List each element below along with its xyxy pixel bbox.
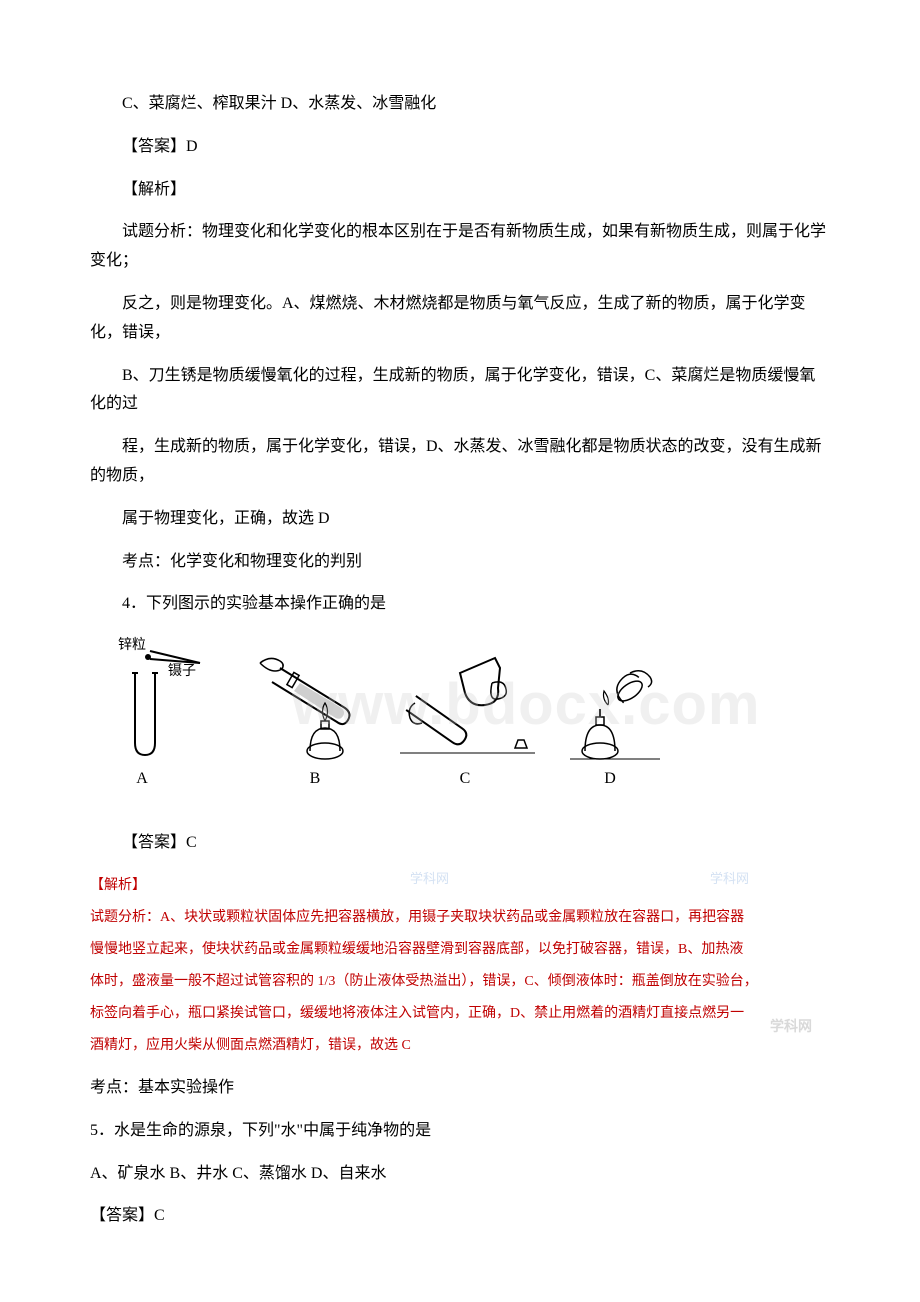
panel-d-label: D [604, 770, 616, 787]
analysis-body: 反之，则是物理变化。A、煤燃烧、木材燃烧都是物质与氧气反应，生成了新的物质，属于… [90, 290, 830, 348]
analysis-body: 属于物理变化，正确，故选 D [90, 505, 830, 534]
question-5-options: A、矿泉水 B、井水 C、蒸馏水 D、自来水 [90, 1160, 830, 1189]
red-title: 【解析】 [90, 872, 830, 900]
analysis-body: 试题分析：物理变化和化学变化的根本区别在于是否有新物质生成，如果有新物质生成，则… [90, 218, 830, 276]
figure-svg: 锌粒 镊子 A [90, 633, 690, 803]
panel-c-label: C [460, 770, 471, 787]
panel-a: 锌粒 镊子 A [118, 637, 200, 787]
analysis-body: 程，生成新的物质，属于化学变化，错误，D、水蒸发、冰雪融化都是物质状态的改变，没… [90, 433, 830, 491]
zinc-label: 锌粒 [118, 637, 146, 653]
tweezers-label: 镊子 [168, 663, 196, 679]
answer-label-3: 【答案】C [90, 1202, 830, 1231]
red-analysis-block: 学科网 学科网 学科网 【解析】 试题分析：A、块状或颗粒状固体应先把容器横放，… [90, 872, 830, 1060]
answer-label-2: 【答案】C [90, 829, 830, 858]
panel-b: B [260, 659, 349, 788]
question-5: 5．水是生命的源泉，下列"水"中属于纯净物的是 [90, 1117, 830, 1146]
red-line: 酒精灯，应用火柴从侧面点燃酒精灯，错误，故选 C [90, 1032, 830, 1060]
red-line: 标签向着手心，瓶口紧挨试管口，缓缓地将液体注入试管内，正确，D、禁止用燃着的酒精… [90, 1000, 830, 1028]
answer-label: 【答案】D [90, 133, 830, 162]
kaodian-label: 考点：化学变化和物理变化的判别 [90, 548, 830, 577]
experiment-figure: www.bdocx.com 锌粒 镊子 A [90, 633, 830, 803]
document-page: C、菜腐烂、榨取果汁 D、水蒸发、冰雪融化 【答案】D 【解析】 试题分析：物理… [0, 0, 920, 1302]
panel-d: D [570, 670, 660, 787]
analysis-label: 【解析】 [90, 176, 830, 205]
analysis-body: B、刀生锈是物质缓慢氧化的过程，生成新的物质，属于化学变化，错误，C、菜腐烂是物… [90, 362, 830, 420]
panel-a-label: A [136, 770, 148, 787]
panel-c: C [400, 658, 535, 787]
red-line: 慢慢地竖立起来，使块状药品或金属颗粒缓缓地沿容器壁滑到容器底部，以免打破容器，错… [90, 936, 830, 964]
red-line: 试题分析：A、块状或颗粒状固体应先把容器横放，用镊子夹取块状药品或金属颗粒放在容… [90, 904, 830, 932]
red-line: 体时，盛液量一般不超过试管容积的 1/3（防止液体受热溢出），错误，C、倾倒液体… [90, 968, 830, 996]
kaodian-label-2: 考点：基本实验操作 [90, 1074, 830, 1103]
question-4: 4．下列图示的实验基本操作正确的是 [90, 590, 830, 619]
option-line: C、菜腐烂、榨取果汁 D、水蒸发、冰雪融化 [90, 90, 830, 119]
panel-b-label: B [310, 770, 321, 787]
